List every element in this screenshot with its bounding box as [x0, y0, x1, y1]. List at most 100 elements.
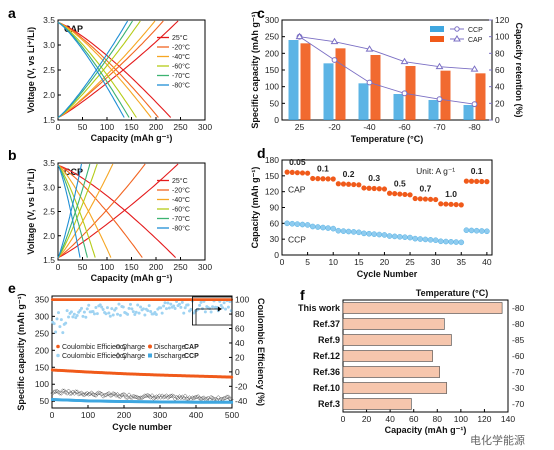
discharge-curve — [57, 22, 130, 118]
x-tick-label: 40 — [482, 257, 492, 267]
x-tick-label: 250 — [173, 262, 187, 272]
point-ccp — [284, 220, 290, 227]
bar — [342, 398, 412, 410]
legend-label: -80°C — [172, 82, 190, 90]
charge-curve — [57, 163, 91, 258]
legend-label: -20°C — [172, 44, 190, 52]
y2-tick-label: 0 — [495, 115, 500, 125]
rate-label: 0.5 — [394, 178, 406, 188]
point-cap — [325, 176, 331, 182]
point-charge-ccp — [87, 391, 93, 397]
watermark-text: 电化学能源 — [470, 433, 525, 447]
point-charge-ccp — [97, 390, 103, 396]
retention-line — [299, 36, 475, 70]
point-charge-ccp — [107, 393, 113, 398]
bar — [342, 382, 448, 394]
category-label: Ref.37 — [313, 319, 340, 329]
point-ccp — [417, 236, 424, 242]
point-ce-ccp — [137, 311, 141, 315]
legend-marker — [115, 352, 121, 359]
point-ccp — [458, 239, 465, 246]
series-label-cap: CAP — [288, 185, 306, 195]
point-charge-ccp — [133, 394, 139, 400]
point-cap — [479, 178, 485, 185]
legend-label: -80°C — [172, 225, 190, 233]
point-ce-ccp — [98, 303, 102, 307]
x-tick-label: 100 — [81, 410, 95, 420]
point-ce-ccp — [141, 307, 145, 311]
point-cap — [294, 170, 300, 176]
point-cap — [366, 185, 372, 191]
y2-tick-label: 120 — [495, 15, 509, 25]
y-tick-label: 300 — [35, 311, 49, 321]
y-tick-label: 3.0 — [43, 40, 55, 50]
panel-b: 0 50 100 150 200 250 300 1.5 2.0 2.5 3.0 3.5 Capacit… — [26, 158, 212, 283]
x-tick-label: 200 — [117, 410, 131, 420]
legend-marker — [148, 344, 152, 349]
point-ce-ccp — [101, 308, 105, 312]
temperature-value: -85 — [512, 335, 525, 345]
y2-tick-label: 60 — [495, 65, 505, 75]
retention-point — [470, 65, 479, 72]
point-ccp — [402, 234, 408, 240]
point-ce-ccp — [75, 313, 79, 317]
legend-swatch — [430, 36, 444, 42]
point-ce-ccp — [163, 301, 167, 305]
point-cap — [412, 195, 418, 202]
point-ccp — [320, 224, 326, 231]
x-tick-label: 50 — [78, 122, 88, 132]
point-cap — [310, 175, 316, 182]
retention-point — [436, 96, 443, 103]
point-charge-ccp — [110, 391, 116, 396]
point-ce-ccp — [128, 302, 132, 306]
point-charge-ccp — [126, 392, 132, 398]
bar-ccp — [463, 105, 474, 120]
point-ccp — [453, 239, 459, 245]
point-charge-ccp — [92, 392, 97, 398]
point-ce-ccp — [78, 308, 82, 312]
y2-tick-label: -40 — [235, 396, 248, 406]
y2-tick-label: 0 — [235, 367, 240, 377]
discharge-curve — [57, 164, 143, 258]
y2-tick-label: 100 — [495, 32, 509, 42]
bar-ccp — [323, 63, 334, 120]
point-ccp — [361, 230, 367, 237]
point-cap — [381, 186, 388, 192]
rate-label: 0.05 — [289, 157, 306, 167]
point-ccp — [391, 233, 398, 240]
plot-frame — [51, 295, 233, 409]
point-discharge-ccp — [230, 400, 234, 404]
point-charge-ccp — [181, 395, 187, 401]
point-ce-ccp — [95, 312, 99, 316]
panel-label: b — [8, 147, 17, 163]
legend-label: Charge — [122, 353, 145, 360]
point-ce-ccp — [180, 300, 184, 304]
point-ccp — [468, 227, 475, 234]
bar — [342, 366, 440, 378]
legend-label: -70°C — [172, 72, 190, 80]
point-charge-ccp — [131, 393, 136, 399]
point-ce-ccp — [224, 307, 228, 311]
point-ce-ccp — [67, 315, 71, 319]
x-tick-label: 250 — [173, 122, 187, 132]
discharge-curve — [57, 165, 96, 258]
legend-label: Charge — [122, 344, 145, 351]
category-label: Ref.12 — [313, 351, 340, 361]
point-charge-ccp — [103, 392, 109, 398]
point-ccp — [422, 236, 429, 243]
x-tick-label: 0 — [56, 122, 61, 132]
point-cap — [443, 201, 449, 207]
temp-header: Temperature (°C) — [416, 288, 488, 298]
x-tick-label: 5 — [305, 257, 310, 267]
point-charge-ccp — [93, 393, 99, 398]
legend-marker — [453, 35, 461, 42]
y-tick-label: 3.5 — [43, 15, 55, 25]
point-ce-ccp — [182, 311, 186, 315]
point-ce-ccp — [72, 312, 76, 316]
point-charge-ccp — [139, 395, 145, 401]
legend-marker — [454, 26, 460, 32]
point-ce-ccp — [159, 306, 163, 310]
point-charge-ccp — [86, 392, 92, 397]
discharge-curve — [57, 21, 172, 118]
point-ccp — [366, 230, 372, 237]
